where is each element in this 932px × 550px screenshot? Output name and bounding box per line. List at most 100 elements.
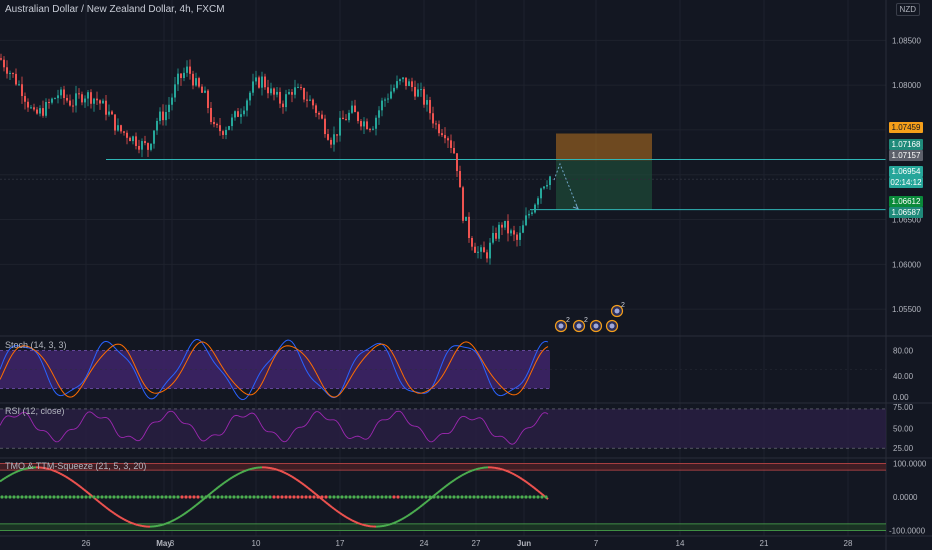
squeeze-dot [84, 495, 88, 499]
candle-body [531, 212, 533, 214]
tmo-line-segment [531, 485, 535, 489]
grid-lines [0, 0, 886, 536]
squeeze-dot [64, 495, 68, 499]
squeeze-dot [44, 495, 48, 499]
candle-body [96, 98, 98, 101]
candle-body [33, 107, 35, 110]
candle-body [318, 112, 320, 115]
event-icon-dot [576, 323, 582, 329]
candle-body [105, 100, 107, 115]
tmo-line-segment [523, 479, 527, 483]
candle-body [456, 153, 458, 172]
tmo-line-segment [183, 511, 187, 515]
squeeze-dot [292, 495, 296, 499]
candle-body [219, 125, 221, 132]
candle-body [285, 94, 287, 108]
candle-body [540, 188, 542, 199]
tmo-line-segment [299, 481, 303, 485]
tmo-line-segment [19, 468, 23, 472]
candle-body [270, 88, 272, 94]
candle-body [120, 125, 122, 132]
squeeze-dot [348, 495, 352, 499]
position-zones[interactable] [556, 133, 652, 210]
tmo-label[interactable]: TMO & TTM-Squeeze (21, 5, 3, 20) [5, 461, 147, 471]
price-tick-label: 1.06500 [892, 216, 921, 225]
tmo-line-segment [47, 467, 51, 471]
squeeze-dot [516, 495, 520, 499]
squeeze-dot [272, 495, 276, 499]
squeeze-dot [328, 495, 332, 499]
candle-body [141, 141, 143, 150]
tmo-line-segment [347, 517, 351, 521]
tmo-line-segment [225, 479, 229, 483]
candle-body [516, 234, 518, 240]
squeeze-dot [332, 495, 336, 499]
stop-loss-zone [556, 133, 652, 161]
tmo-line-segment [69, 478, 73, 482]
squeeze-dot [112, 495, 116, 499]
squeeze-dot [376, 495, 380, 499]
stoch-d-line [0, 341, 549, 398]
squeeze-dot [172, 495, 176, 499]
candle-body [228, 126, 230, 130]
candle-body [6, 67, 8, 74]
tmo-line-segment [471, 468, 475, 472]
tmo-line-segment [237, 472, 241, 476]
squeeze-dot [52, 495, 56, 499]
stoch-label[interactable]: Stoch (14, 3, 3) [5, 340, 67, 350]
candle-body [354, 105, 356, 113]
candle-body [543, 186, 545, 189]
horizontal-levels[interactable] [0, 158, 886, 211]
price-axis[interactable]: 1.085001.080001.075001.070001.065001.060… [889, 36, 927, 535]
tmo-line-segment [469, 469, 473, 473]
candle-body [264, 76, 266, 88]
tmo-line-segment [49, 468, 53, 472]
tmo-line-segment [223, 480, 227, 484]
candle-body [471, 237, 473, 247]
candle-body [48, 102, 50, 104]
squeeze-dot [12, 495, 16, 499]
candle-body [66, 97, 68, 101]
rsi-label[interactable]: RSI (12, close) [5, 406, 65, 416]
tmo-line-segment [59, 472, 63, 476]
time-tick-label: 27 [472, 539, 481, 548]
squeeze-dot [192, 495, 196, 499]
candle-body [432, 113, 434, 124]
candle-body [525, 215, 527, 226]
time-tick-label: 10 [252, 539, 261, 548]
squeeze-dot [168, 495, 172, 499]
symbol-title[interactable]: Australian Dollar / New Zealand Dollar, … [5, 4, 225, 15]
candle-body [414, 86, 416, 97]
squeeze-dot [472, 495, 476, 499]
candle-body [474, 246, 476, 253]
event-badges[interactable]: 2 2 2 [554, 302, 626, 333]
time-tick-label: 21 [760, 539, 769, 548]
candle-body [522, 225, 524, 233]
tmo-line-segment [51, 469, 55, 472]
tmo-line-segment [111, 511, 115, 515]
squeeze-dot [148, 495, 152, 499]
price-tag-target-2: 1.06587 [889, 207, 923, 218]
candle-body [21, 84, 23, 97]
candle-body [90, 92, 92, 104]
tmo-line-segment [407, 513, 411, 517]
candle-body [408, 81, 410, 86]
tmo-line-segment [417, 506, 421, 510]
candle-body [300, 87, 302, 89]
tmo-pane [0, 463, 886, 531]
tmo-line-segment [189, 507, 193, 511]
tmo-line-segment [279, 469, 283, 473]
candle-body [153, 130, 155, 144]
candle-body [87, 92, 89, 99]
candle-body [51, 98, 53, 103]
candle-body [297, 87, 299, 89]
tmo-line-segment [207, 493, 211, 497]
squeeze-dot [304, 495, 308, 499]
squeeze-dot [320, 495, 324, 499]
tmo-line-segment [465, 471, 469, 475]
currency-badge[interactable]: NZD [895, 3, 920, 16]
tmo-line-segment [219, 483, 223, 487]
